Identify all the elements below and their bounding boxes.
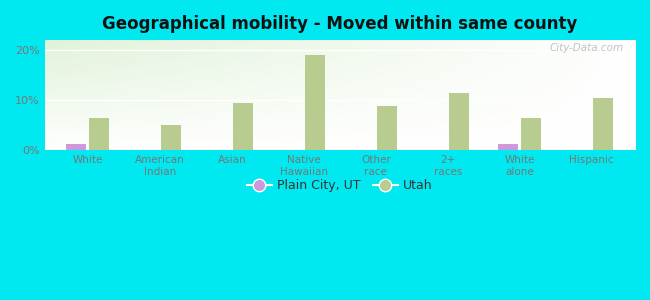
Bar	[233, 103, 254, 150]
Bar	[66, 144, 86, 150]
Bar	[161, 125, 181, 150]
Bar	[306, 55, 326, 150]
Bar	[521, 118, 541, 150]
Bar	[89, 118, 109, 150]
Bar	[593, 98, 614, 150]
Bar	[449, 93, 469, 150]
Bar	[498, 144, 518, 150]
Legend: Plain City, UT, Utah: Plain City, UT, Utah	[242, 174, 437, 197]
Bar	[377, 106, 397, 150]
Title: Geographical mobility - Moved within same county: Geographical mobility - Moved within sam…	[102, 15, 577, 33]
Text: City-Data.com: City-Data.com	[549, 44, 623, 53]
